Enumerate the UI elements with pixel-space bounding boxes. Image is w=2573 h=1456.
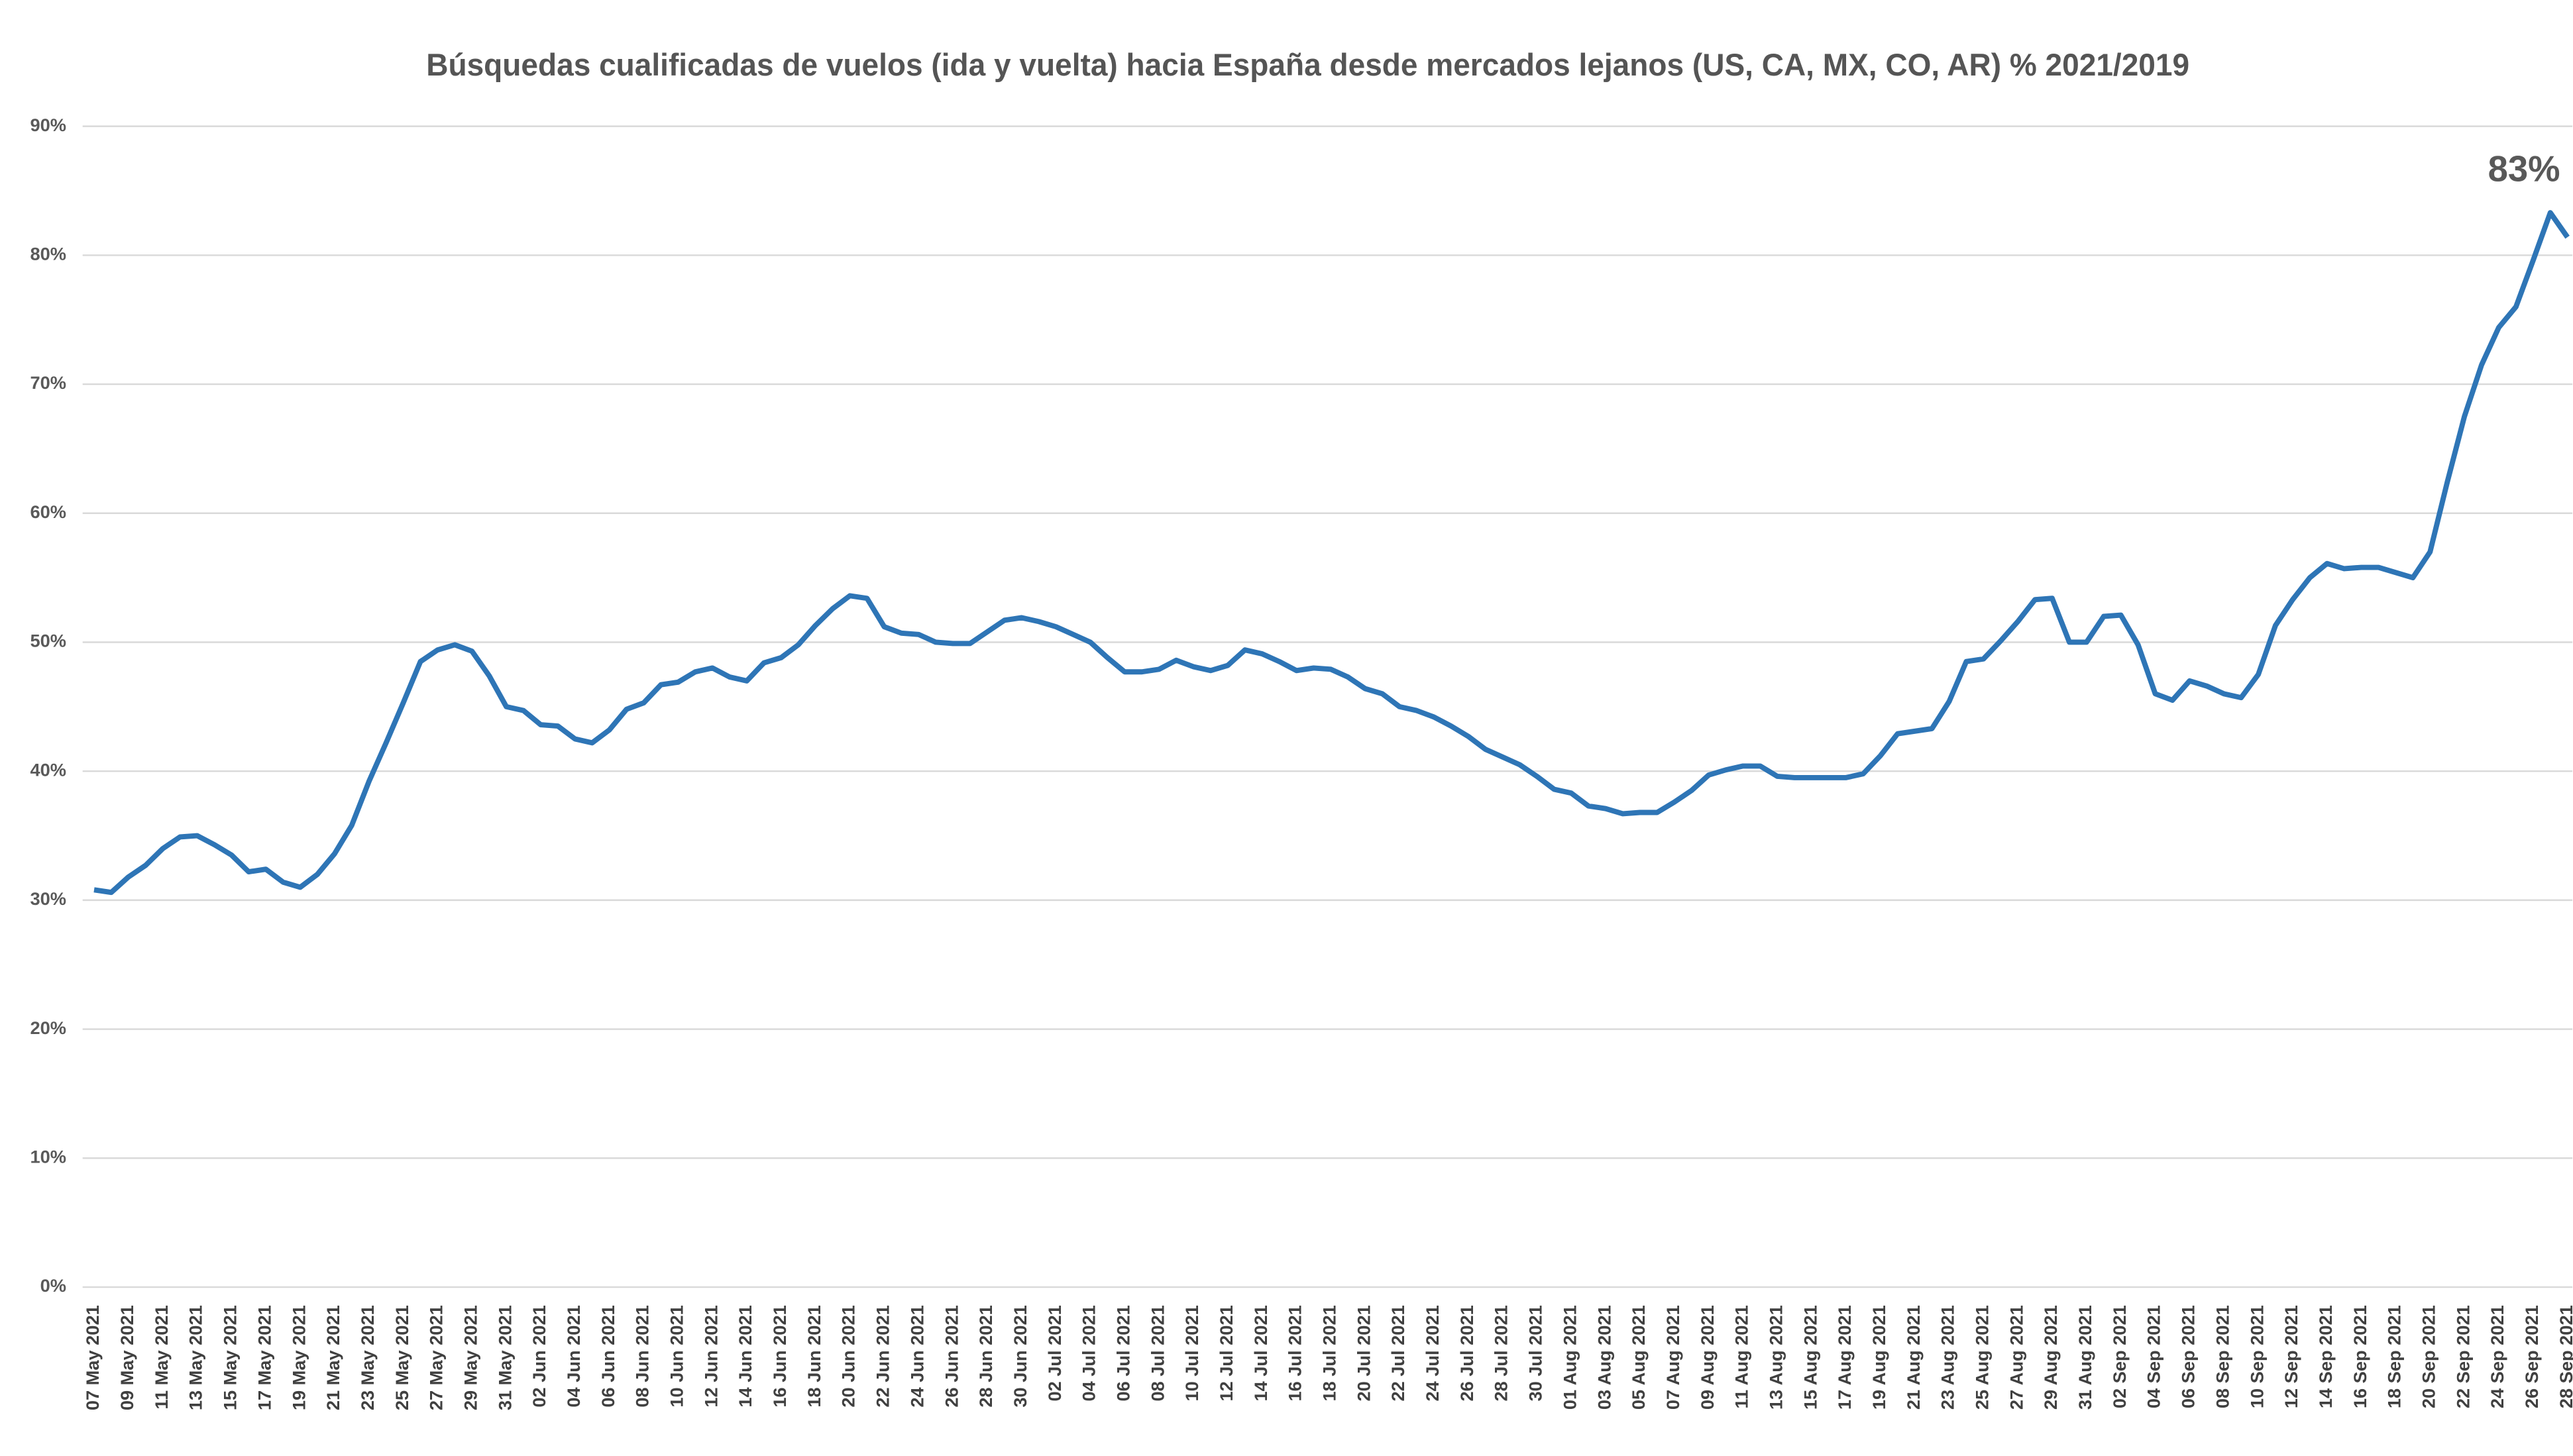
- x-tick-label: 12 Sep 2021: [2281, 1305, 2301, 1408]
- y-tick-label: 80%: [30, 243, 66, 264]
- x-tick-label: 03 Aug 2021: [1594, 1305, 1614, 1410]
- x-tick-label: 22 Jul 2021: [1388, 1305, 1408, 1401]
- x-tick-label: 06 Jul 2021: [1113, 1305, 1133, 1401]
- y-tick-label: 60%: [30, 501, 66, 522]
- x-tick-label: 02 Jun 2021: [529, 1305, 549, 1407]
- x-tick-label: 06 Jun 2021: [598, 1305, 618, 1407]
- x-tick-label: 18 Sep 2021: [2384, 1305, 2405, 1408]
- x-tick-label: 22 Jun 2021: [873, 1305, 893, 1407]
- x-tick-label: 02 Jul 2021: [1044, 1305, 1065, 1401]
- x-tick-label: 07 Aug 2021: [1663, 1305, 1683, 1410]
- x-tick-label: 04 Jul 2021: [1079, 1305, 1099, 1401]
- y-tick-label: 10%: [30, 1147, 66, 1167]
- x-tick-label: 16 Sep 2021: [2350, 1305, 2370, 1408]
- x-tick-label: 14 Jun 2021: [735, 1305, 755, 1407]
- x-tick-label: 21 May 2021: [323, 1305, 343, 1410]
- x-tick-label: 13 May 2021: [186, 1305, 206, 1410]
- x-tick-label: 06 Sep 2021: [2178, 1305, 2199, 1408]
- chart-title: Búsquedas cualificadas de vuelos (ida y …: [426, 47, 2189, 82]
- x-tick-label: 01 Aug 2021: [1559, 1305, 1580, 1410]
- x-tick-label: 22 Sep 2021: [2452, 1305, 2473, 1408]
- x-tick-label: 25 May 2021: [392, 1305, 412, 1410]
- x-tick-label: 27 May 2021: [426, 1305, 447, 1410]
- x-tick-label: 14 Jul 2021: [1250, 1305, 1271, 1401]
- x-tick-label: 18 Jul 2021: [1319, 1305, 1340, 1401]
- x-tick-label: 19 May 2021: [288, 1305, 309, 1410]
- y-tick-label: 20%: [30, 1017, 66, 1038]
- x-tick-label: 08 Jul 2021: [1147, 1305, 1168, 1401]
- x-tick-label: 21 Aug 2021: [1903, 1305, 1924, 1410]
- y-tick-label: 70%: [30, 372, 66, 393]
- x-tick-label: 04 Jun 2021: [563, 1305, 584, 1407]
- x-tick-label: 24 Jul 2021: [1422, 1305, 1443, 1401]
- y-tick-label: 0%: [40, 1275, 66, 1296]
- x-tick-label: 27 Aug 2021: [2006, 1305, 2026, 1410]
- x-tick-label: 17 Aug 2021: [1834, 1305, 1855, 1410]
- x-tick-label: 05 Aug 2021: [1628, 1305, 1649, 1410]
- x-tick-label: 15 May 2021: [220, 1305, 241, 1410]
- x-tick-label: 08 Sep 2021: [2212, 1305, 2232, 1408]
- x-tick-label: 18 Jun 2021: [804, 1305, 824, 1407]
- x-tick-label: 10 Jul 2021: [1181, 1305, 1202, 1401]
- x-tick-label: 20 Sep 2021: [2418, 1305, 2438, 1408]
- x-tick-label: 10 Jun 2021: [667, 1305, 687, 1407]
- x-tick-label: 11 May 2021: [151, 1305, 172, 1409]
- x-tick-label: 07 May 2021: [82, 1305, 103, 1410]
- x-tick-label: 17 May 2021: [254, 1305, 274, 1410]
- x-tick-label: 31 May 2021: [494, 1305, 515, 1410]
- y-tick-label: 50%: [30, 631, 66, 651]
- x-tick-label: 08 Jun 2021: [632, 1305, 653, 1407]
- x-tick-label: 26 Jul 2021: [1456, 1305, 1477, 1401]
- x-tick-label: 23 Aug 2021: [1938, 1305, 1958, 1410]
- x-tick-label: 28 Sep 2021: [2556, 1305, 2573, 1408]
- x-tick-label: 26 Jun 2021: [941, 1305, 961, 1407]
- x-tick-label: 12 Jul 2021: [1216, 1305, 1236, 1401]
- x-tick-label: 30 Jun 2021: [1010, 1305, 1030, 1407]
- x-tick-label: 09 May 2021: [117, 1305, 137, 1410]
- data-label: 83%: [2488, 149, 2560, 189]
- y-tick-label: 40%: [30, 759, 66, 780]
- x-tick-label: 20 Jun 2021: [838, 1305, 859, 1407]
- x-tick-label: 31 Aug 2021: [2075, 1305, 2095, 1410]
- x-tick-label: 13 Aug 2021: [1765, 1305, 1786, 1410]
- x-tick-label: 12 Jun 2021: [700, 1305, 721, 1407]
- y-tick-label: 90%: [30, 115, 66, 135]
- x-tick-label: 30 Jul 2021: [1525, 1305, 1546, 1401]
- line-series: [93, 210, 2570, 896]
- x-tick-label: 29 Aug 2021: [2040, 1305, 2061, 1410]
- x-tick-label: 20 Jul 2021: [1353, 1305, 1374, 1401]
- x-tick-label: 28 Jul 2021: [1491, 1305, 1511, 1401]
- x-tick-label: 09 Aug 2021: [1697, 1305, 1718, 1410]
- x-tick-label: 16 Jun 2021: [769, 1305, 790, 1407]
- x-tick-label: 23 May 2021: [357, 1305, 378, 1410]
- x-tick-label: 24 Jun 2021: [906, 1305, 927, 1407]
- x-tick-label: 29 May 2021: [460, 1305, 480, 1410]
- x-tick-label: 19 Aug 2021: [1869, 1305, 1889, 1410]
- x-tick-label: 16 Jul 2021: [1285, 1305, 1305, 1401]
- x-tick-label: 11 Aug 2021: [1731, 1305, 1752, 1408]
- y-tick-label: 30%: [30, 888, 66, 909]
- x-tick-label: 14 Sep 2021: [2315, 1305, 2336, 1408]
- x-tick-label: 10 Sep 2021: [2246, 1305, 2267, 1408]
- x-tick-label: 04 Sep 2021: [2144, 1305, 2164, 1408]
- x-tick-label: 02 Sep 2021: [2109, 1305, 2130, 1408]
- x-tick-label: 24 Sep 2021: [2487, 1305, 2507, 1408]
- x-tick-label: 15 Aug 2021: [1800, 1305, 1820, 1410]
- x-tick-label: 26 Sep 2021: [2521, 1305, 2542, 1408]
- x-tick-label: 25 Aug 2021: [1972, 1305, 1993, 1410]
- x-tick-label: 28 Jun 2021: [975, 1305, 996, 1407]
